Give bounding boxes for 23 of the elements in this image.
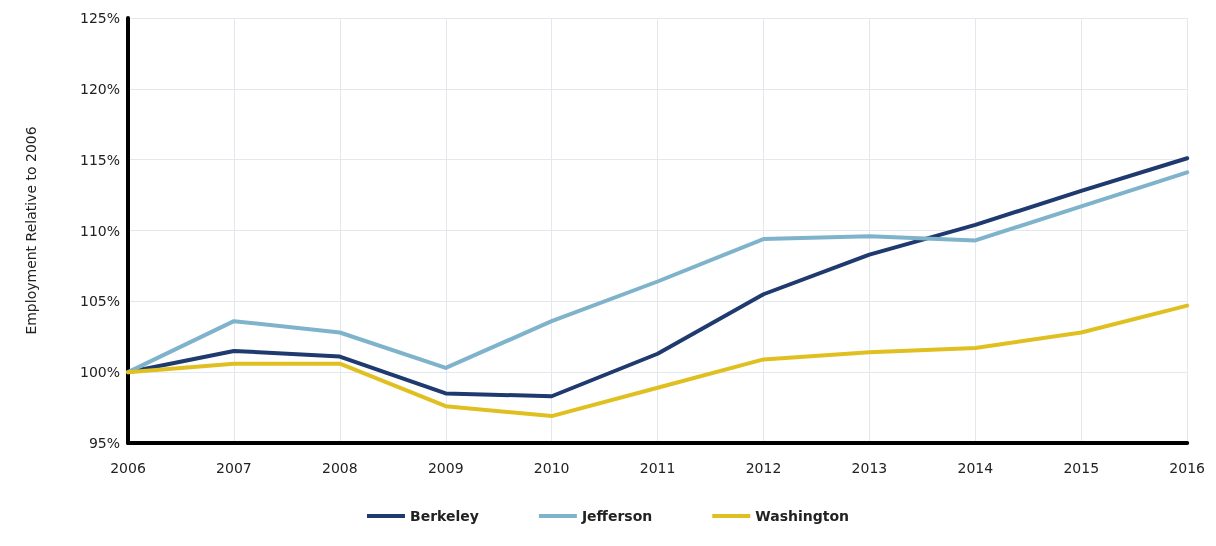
x-tick-label: 2014	[957, 460, 994, 476]
line-series	[126, 303, 1190, 419]
x-tick-label: 2008	[322, 460, 358, 476]
y-tick-label: 125%	[79, 10, 120, 26]
x-tick-label: 2016	[1169, 460, 1206, 476]
x-tick-label: 2011	[639, 460, 676, 476]
y-tick-label: 100%	[79, 364, 120, 381]
y-tick-label: 120%	[79, 80, 120, 97]
y-tick-label: 105%	[79, 293, 120, 310]
y-tick-label: 95%	[88, 435, 120, 451]
legend-label: Jefferson	[580, 508, 653, 524]
legend-label: Washington	[755, 508, 850, 524]
x-tick-label: 2012	[745, 460, 782, 476]
legend-label: Berkeley	[409, 508, 479, 524]
y-tick-label: 115%	[79, 151, 120, 168]
y-axis-title: Employment Relative to 2006	[23, 126, 39, 335]
x-tick-label: 2015	[1063, 460, 1100, 476]
x-tick-label: 2006	[110, 460, 146, 476]
x-tick-label: 2009	[427, 460, 464, 476]
y-tick-label: 110%	[79, 222, 120, 239]
x-tick-label: 2013	[851, 460, 888, 476]
x-tick-label: 2007	[216, 460, 252, 476]
x-tick-label: 2010	[533, 460, 570, 476]
